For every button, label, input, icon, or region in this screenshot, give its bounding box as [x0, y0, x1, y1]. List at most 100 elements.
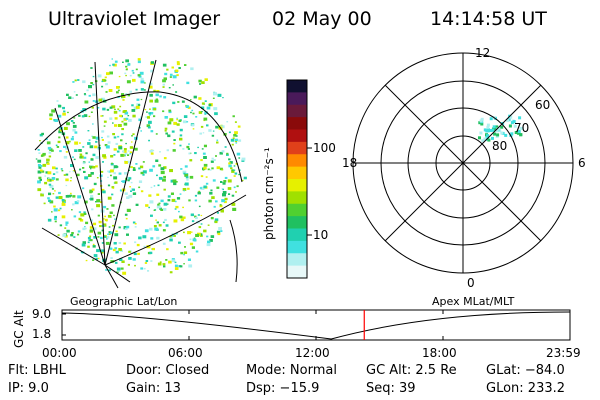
aurora-speckle — [176, 62, 180, 66]
aurora-speckle — [219, 151, 223, 155]
aurora-speckle — [213, 205, 216, 208]
aurora-speckle — [93, 227, 97, 230]
aurora-speckle — [97, 214, 100, 217]
aurora-speckle — [198, 79, 202, 83]
aurora-speckle — [104, 218, 108, 222]
aurora-speckle — [221, 168, 224, 171]
aurora-speckle — [200, 125, 204, 128]
aurora-speckle — [51, 109, 56, 113]
aurora-speckle — [129, 151, 133, 154]
aurora-speckle — [112, 248, 116, 252]
aurora-speckle — [183, 263, 185, 265]
colorbar-segment — [287, 191, 307, 205]
aurora-speckle — [187, 106, 191, 109]
aurora-speckle — [149, 200, 154, 204]
aurora-speckle — [162, 221, 165, 224]
aurora-speckle — [65, 151, 68, 153]
aurora-speckle — [69, 180, 72, 182]
aurora-speckle — [200, 175, 204, 178]
aurora-speckle — [99, 144, 101, 146]
aurora-speckle — [137, 74, 141, 77]
aurora-speckle — [93, 222, 97, 226]
aurora-speckle — [190, 99, 192, 101]
aurora-speckle — [112, 122, 114, 124]
aurora-speckle — [228, 158, 231, 161]
aurora-speckle — [132, 168, 136, 171]
aurora-speckle — [153, 115, 156, 118]
aurora-speckle — [214, 218, 219, 222]
aurora-speckle — [146, 245, 151, 249]
aurora-speckle — [176, 123, 180, 126]
aurora-speckle — [115, 230, 118, 233]
aurora-speckle — [241, 157, 246, 161]
aurora-speckle — [221, 150, 225, 153]
aurora-speckle — [107, 141, 111, 144]
aurora-speckle — [175, 69, 179, 72]
aurora-speckle — [160, 167, 165, 171]
aurora-speckle — [163, 77, 167, 81]
aurora-speckle — [38, 176, 42, 180]
aurora-speckle — [122, 150, 125, 153]
aurora-speckle — [67, 194, 70, 198]
aurora-speckle — [218, 227, 222, 230]
aurora-speckle — [42, 192, 44, 195]
aurora-speckle — [88, 239, 91, 241]
aurora-speckle — [93, 236, 97, 239]
aurora-speckle — [174, 208, 177, 210]
aurora-speckle — [174, 200, 177, 203]
aurora-speckle — [126, 225, 130, 229]
aurora-speckle — [173, 234, 176, 237]
aurora-speckle — [85, 152, 88, 155]
aurora-speckle — [238, 139, 242, 142]
aurora-speckle — [114, 124, 118, 127]
aurora-speckle — [203, 229, 207, 233]
aurora-speckle — [97, 257, 100, 260]
aurora-speckle — [51, 188, 54, 190]
aurora-speckle — [125, 74, 127, 77]
aurora-speckle — [101, 85, 104, 88]
aurora-speckle — [226, 153, 229, 156]
aurora-speckle — [157, 262, 162, 266]
aurora-speckle — [201, 111, 203, 113]
aurora-speckle — [124, 172, 128, 175]
aurora-speckle — [105, 145, 110, 149]
aurora-speckle — [178, 119, 182, 122]
aurora-speckle — [235, 138, 238, 141]
altitude-curve — [61, 311, 571, 340]
colorbar-segment — [287, 265, 307, 279]
polar-aurora-speck — [496, 133, 500, 137]
polar-aurora-speck — [509, 115, 513, 119]
aurora-speckle — [149, 150, 153, 153]
aurora-speckle — [164, 127, 168, 130]
aurora-speckle — [124, 111, 129, 115]
aurora-speckle — [200, 186, 205, 190]
aurora-speckle — [222, 182, 226, 185]
aurora-speckle — [54, 220, 57, 223]
aurora-speckle — [73, 215, 77, 218]
aurora-speckle — [109, 106, 113, 109]
aurora-speckle — [140, 98, 143, 101]
aurora-speckle — [211, 167, 214, 170]
aurora-speckle — [101, 130, 105, 133]
track-left-caption: Geographic Lat/Lon — [70, 295, 178, 308]
aurora-speckle — [70, 177, 72, 179]
aurora-speckle — [186, 81, 190, 85]
aurora-speckle — [70, 137, 74, 141]
aurora-speckle — [189, 159, 193, 162]
aurora-speckle — [119, 189, 123, 192]
aurora-speckle — [241, 159, 245, 162]
aurora-speckle — [149, 227, 153, 231]
aurora-speckle — [82, 108, 87, 112]
aurora-speckle — [132, 258, 136, 261]
colorbar-segment — [287, 104, 307, 118]
aurora-speckle — [96, 199, 101, 203]
aurora-speckle — [126, 196, 130, 199]
aurora-speckle — [101, 97, 105, 101]
aurora-speckle — [139, 71, 144, 75]
aurora-speckle — [160, 199, 164, 203]
aurora-speckle — [126, 160, 130, 164]
aurora-speckle — [48, 155, 52, 158]
aurora-speckle — [175, 91, 178, 93]
aurora-speckle — [233, 165, 236, 167]
aurora-speckle — [159, 95, 162, 98]
